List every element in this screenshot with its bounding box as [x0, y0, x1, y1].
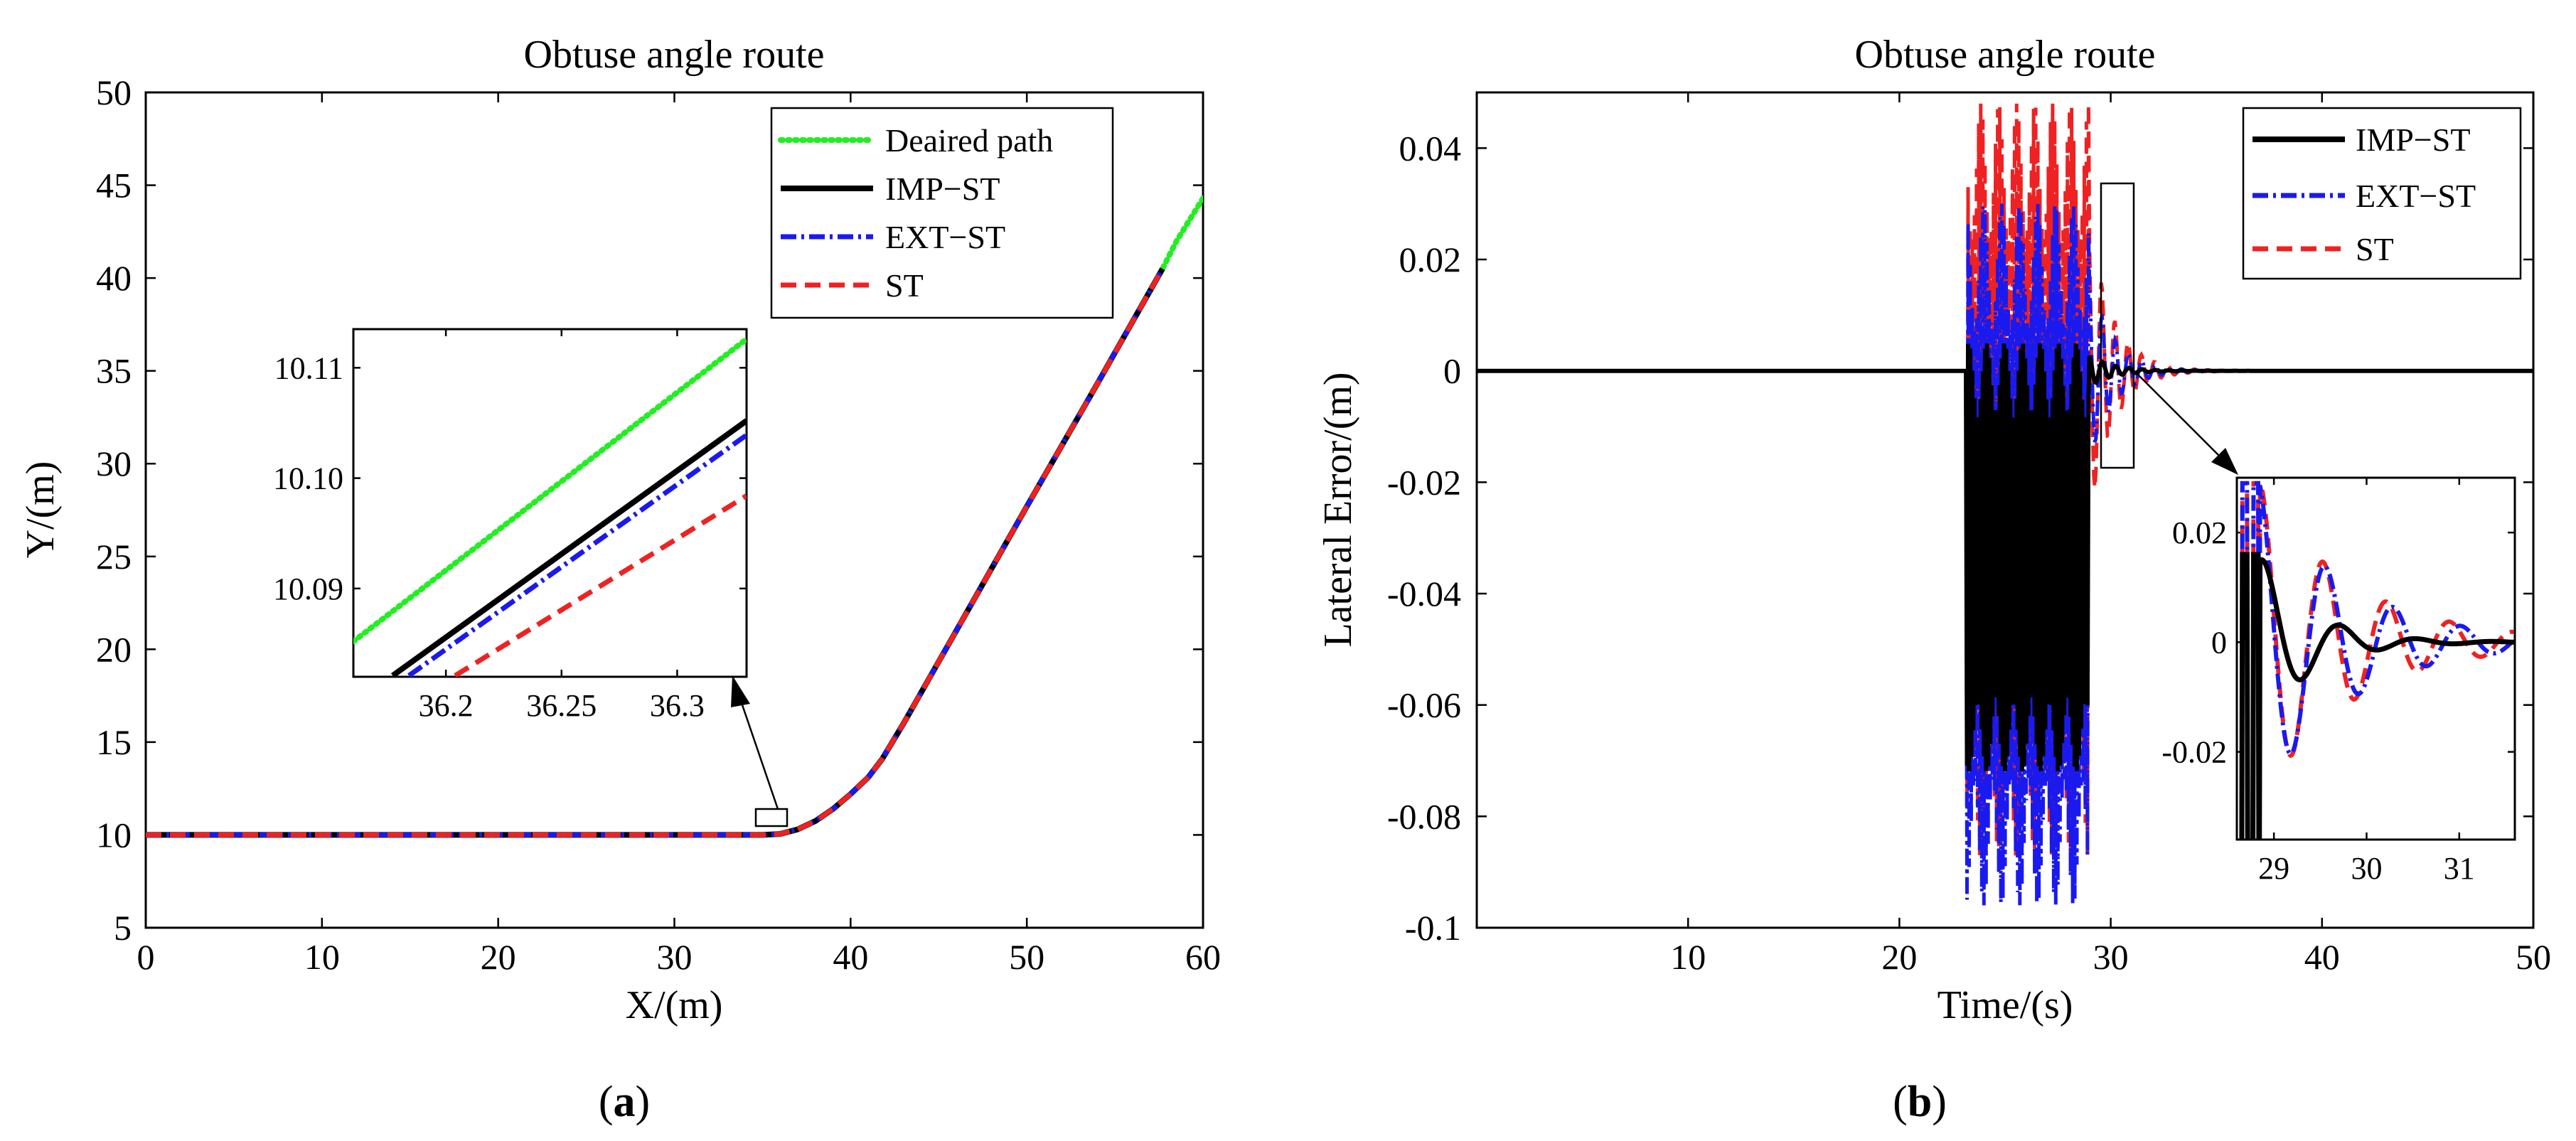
caption-b: (b): [1893, 1078, 1947, 1126]
x-tick-label-a: 50: [1009, 937, 1044, 977]
y-axis-label-b: Lateral Error/(m): [1316, 372, 1360, 647]
legend-b: IMP−ST EXT−ST ST: [2242, 107, 2522, 280]
y-tick-label-a: 35: [96, 351, 132, 391]
y-tick-label-a: 50: [96, 73, 132, 112]
legend-a: Deaired path IMP−ST EXT−ST ST: [770, 107, 1114, 319]
inset-ticks-b: 29 30 31 -0.02 0 0.02: [2161, 478, 2515, 886]
inset-a: 36.2 36.25 36.3 10.09 10.10 10.11: [273, 328, 748, 723]
series-line-b-0: [1477, 343, 2533, 771]
x-tick-label-a: 10: [304, 937, 340, 977]
series-lines-b: [1477, 103, 2533, 906]
legend-label-deaired-path: Deaired path: [885, 122, 1053, 159]
zoom-arrow-head-b: [2211, 448, 2238, 475]
inset-series-line-a-3: [454, 493, 747, 677]
x-tick-label-b: 40: [2304, 937, 2340, 977]
y-axis-label-a: Y/(m): [18, 461, 63, 559]
y-tick-label-a: 45: [96, 166, 132, 205]
y-tick-label-b: -0.02: [1387, 462, 1461, 502]
inset-y-tick-label-b: 0: [2211, 625, 2227, 660]
inset-plot-area-b: [2235, 476, 2516, 841]
y-tick-label-a: 20: [96, 629, 132, 669]
legend-label-imp-st-a: IMP−ST: [885, 171, 1000, 207]
legend-box-a: [770, 107, 1114, 319]
y-tick-label-b: -0.1: [1405, 908, 1461, 948]
legend-label-st-b: ST: [2356, 231, 2394, 267]
x-tick-label-b: 30: [2093, 937, 2129, 977]
legend-label-st-a: ST: [885, 267, 924, 304]
inset-b: 29 30 31 -0.02 0 0.02: [2161, 476, 2516, 886]
y-tick-label-b: 0.04: [1399, 128, 1462, 168]
x-axis-label-b: Time/(s): [1938, 983, 2073, 1027]
y-tick-label-a: 25: [96, 537, 132, 577]
ticks-a: 0 10 20 30 40 50 60 5 10 15 20 25 30 35 40 45 50: [96, 73, 1221, 977]
chart-title-a: Obtuse angle route: [524, 33, 825, 77]
inset-series-line-a-0: [353, 336, 747, 645]
x-tick-label-a: 20: [481, 937, 516, 977]
series-line-a-3: [146, 267, 1165, 837]
y-tick-label-b: -0.04: [1387, 574, 1461, 614]
x-tick-label-b: 10: [1670, 937, 1706, 977]
inset-series-lines-a: [353, 336, 747, 677]
y-tick-label-a: 10: [96, 815, 132, 855]
zoom-arrow-head-a: [731, 675, 750, 707]
y-tick-label-b: 0: [1443, 351, 1461, 391]
inset-plot-area-a: [352, 328, 748, 678]
zoom-box-a: [754, 808, 789, 827]
inset-y-tick-label-a: 10.11: [274, 350, 343, 385]
inset-x-tick-label-a: 36.25: [526, 688, 597, 723]
inset-x-tick-label-a: 36.2: [419, 688, 474, 723]
y-tick-label-a: 30: [96, 444, 132, 483]
chart-panel-b: Obtuse angle route Time/(s) Lateral Erro…: [1316, 33, 2551, 1126]
inset-x-tick-label-b: 30: [2351, 851, 2382, 886]
chart-panel-a: Obtuse angle route X/(m) Y/(m) 0 10 20 30 40…: [18, 33, 1221, 1126]
x-tick-label-a: 60: [1185, 937, 1221, 977]
x-axis-label-a: X/(m): [626, 983, 723, 1027]
x-tick-label-b: 20: [1881, 937, 1917, 977]
chart-title-b: Obtuse angle route: [1855, 33, 2156, 77]
inset-ticks-a: 36.2 36.25 36.3 10.09 10.10 10.11: [273, 329, 747, 723]
legend-label-imp-st-b: IMP−ST: [2356, 122, 2470, 158]
y-tick-label-a: 5: [114, 908, 132, 948]
inset-series-line-a-1: [390, 418, 747, 677]
inset-y-tick-label-a: 10.09: [273, 572, 343, 606]
legend-label-ext-st-a: EXT−ST: [885, 219, 1005, 255]
inset-x-tick-label-b: 31: [2444, 851, 2475, 886]
x-tick-label-b: 50: [2516, 937, 2551, 977]
ticks-b: 10 20 30 40 50 -0.1 -0.08 -0.06 -0.04 -0.02 0 0.02 0…: [1387, 92, 2551, 977]
inset-y-tick-label-a: 10.10: [273, 461, 343, 496]
inset-y-tick-label-b: -0.02: [2161, 735, 2227, 770]
x-tick-label-a: 40: [833, 937, 868, 977]
x-tick-label-a: 30: [657, 937, 693, 977]
zoom-arrow-b: [2132, 369, 2219, 456]
y-tick-label-b: -0.06: [1387, 685, 1461, 725]
zoom-arrow-a: [738, 696, 779, 810]
y-tick-label-a: 15: [96, 722, 132, 762]
zoom-box-b: [2100, 182, 2135, 469]
legend-label-ext-st-b: EXT−ST: [2356, 178, 2476, 214]
x-tick-label-a: 0: [137, 937, 155, 977]
inset-series-line-a-2: [407, 433, 747, 677]
inset-series-lines-b: [2239, 481, 2515, 840]
inset-series-line-b-0: [2239, 552, 2514, 840]
y-tick-label-b: 0.02: [1399, 240, 1462, 279]
inset-y-tick-label-b: 0.02: [2172, 515, 2227, 550]
series-lines-a: [146, 195, 1203, 838]
inset-series-line-b-1: [2239, 481, 2515, 840]
y-tick-label-a: 40: [96, 258, 132, 298]
y-tick-label-b: -0.08: [1387, 796, 1461, 836]
inset-x-tick-label-a: 36.3: [650, 688, 705, 723]
caption-a: (a): [599, 1078, 650, 1126]
inset-x-tick-label-b: 29: [2258, 851, 2289, 886]
